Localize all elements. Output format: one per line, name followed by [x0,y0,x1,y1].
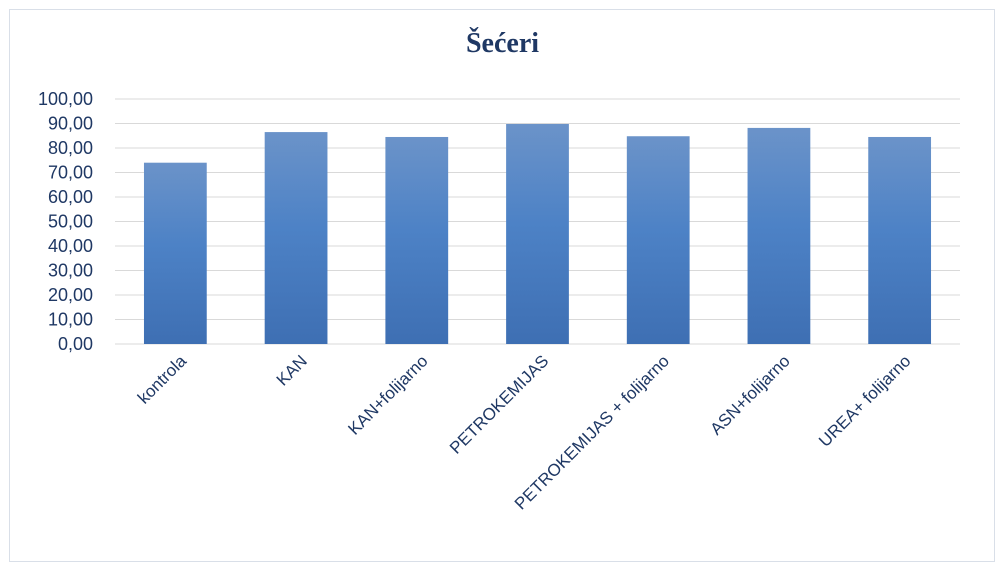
y-tick-label: 30,00 [48,261,93,281]
bar-kan [264,132,328,344]
bars [143,123,932,345]
x-tick-label: kontrola [134,351,191,408]
bar-kontrola [143,162,207,344]
y-tick-label: 70,00 [48,163,93,183]
bar-asn-folijarno [747,127,811,344]
y-tick-label: 90,00 [48,114,93,134]
y-tick-label: 80,00 [48,138,93,158]
chart-title: Šećeri [465,28,540,59]
y-tick-label: 20,00 [48,285,93,305]
bar-urea-folijarno [868,136,932,344]
bar-petrokemijas [506,123,569,345]
x-tick-label: PETROKEMIJAS [446,351,552,457]
x-tick-label: KAN+folijarno [344,351,431,438]
y-tick-label: 10,00 [48,310,93,330]
y-tick-label: 60,00 [48,187,93,207]
x-axis-labels: kontrola KAN KAN+folijarno PETROKEMIJASPETR… [134,351,914,513]
y-tick-label: 40,00 [48,236,93,256]
x-tick-label: KAN [273,351,311,389]
bar-petrokemijas-folijarno [626,136,690,344]
y-tick-label: 100,00 [38,89,93,109]
y-tick-label: 0,00 [58,334,93,354]
x-tick-label: UREA+ folijarno [815,351,914,450]
x-tick-label: ASN+folijarno [706,351,793,438]
y-axis-labels: 0,00 10,00 20,00 30,00 40,00 50,00 60,00 70,00 8… [38,89,93,354]
y-tick-label: 50,00 [48,212,93,232]
bar-kan-folijarno [385,136,449,344]
